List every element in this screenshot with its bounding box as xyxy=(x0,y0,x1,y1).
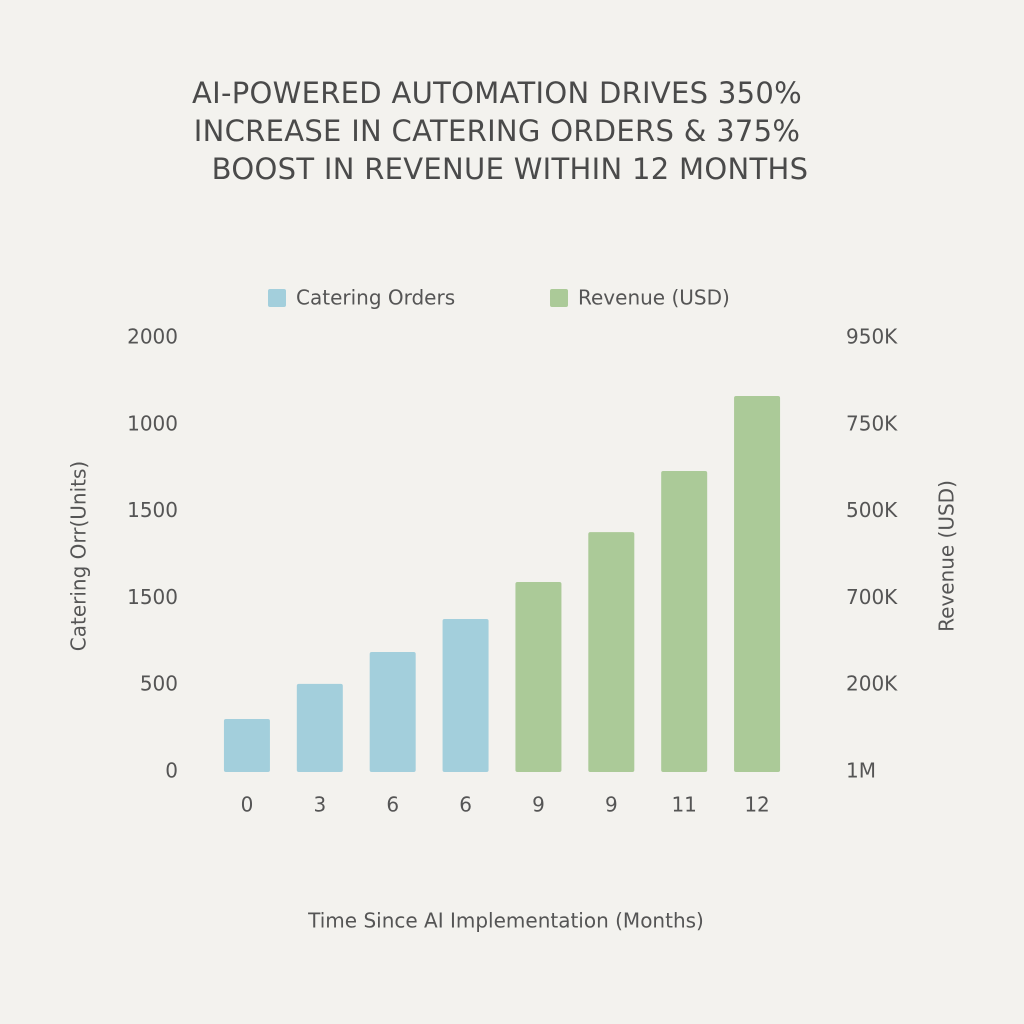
y-tick-label: 1000 xyxy=(127,411,178,435)
x-tick-label: 9 xyxy=(532,793,545,817)
bar xyxy=(588,532,635,772)
chart-title: INCREASE IN CATERING ORDERS & 375% xyxy=(194,114,801,148)
x-tick-label: 6 xyxy=(386,793,399,817)
bar xyxy=(515,581,562,772)
x-axis-label: Time Since AI Implementation (Months) xyxy=(307,909,704,933)
y-axis-label: Catering Orr(Units) xyxy=(67,461,91,651)
legend-swatch xyxy=(268,289,286,307)
legend-label: Catering Orders xyxy=(296,286,455,310)
y-tick-label: 1500 xyxy=(127,498,178,522)
x-tick-label: 11 xyxy=(671,793,696,817)
legend-label: Revenue (USD) xyxy=(578,286,730,310)
y2-tick-label: 200K xyxy=(846,672,898,696)
bar xyxy=(442,619,489,772)
x-tick-label: 6 xyxy=(459,793,472,817)
y2-tick-label: 950K xyxy=(846,325,898,349)
bar xyxy=(223,719,270,772)
y2-axis-label: Revenue (USD) xyxy=(935,480,959,632)
y2-tick-label: 700K xyxy=(846,585,898,609)
bar xyxy=(734,396,781,772)
bar xyxy=(296,683,343,772)
x-tick-label: 0 xyxy=(241,793,254,817)
y2-tick-label: 750K xyxy=(846,411,898,435)
y2-tick-label: 500K xyxy=(846,498,898,522)
y-tick-label: 0 xyxy=(165,759,178,783)
bar xyxy=(369,651,416,772)
legend-swatch xyxy=(550,289,568,307)
y-tick-label: 2000 xyxy=(127,325,178,349)
x-tick-label: 9 xyxy=(605,793,618,817)
x-tick-label: 3 xyxy=(313,793,326,817)
bar xyxy=(661,470,708,772)
y2-tick-label: 1M xyxy=(846,759,876,783)
y-tick-label: 1500 xyxy=(127,585,178,609)
x-tick-label: 12 xyxy=(744,793,769,817)
y-tick-label: 500 xyxy=(140,672,178,696)
chart-title: AI-POWERED AUTOMATION DRIVES 350% xyxy=(192,76,802,110)
chart-title: BOOST IN REVENUE WITHIN 12 MONTHS xyxy=(212,152,809,186)
